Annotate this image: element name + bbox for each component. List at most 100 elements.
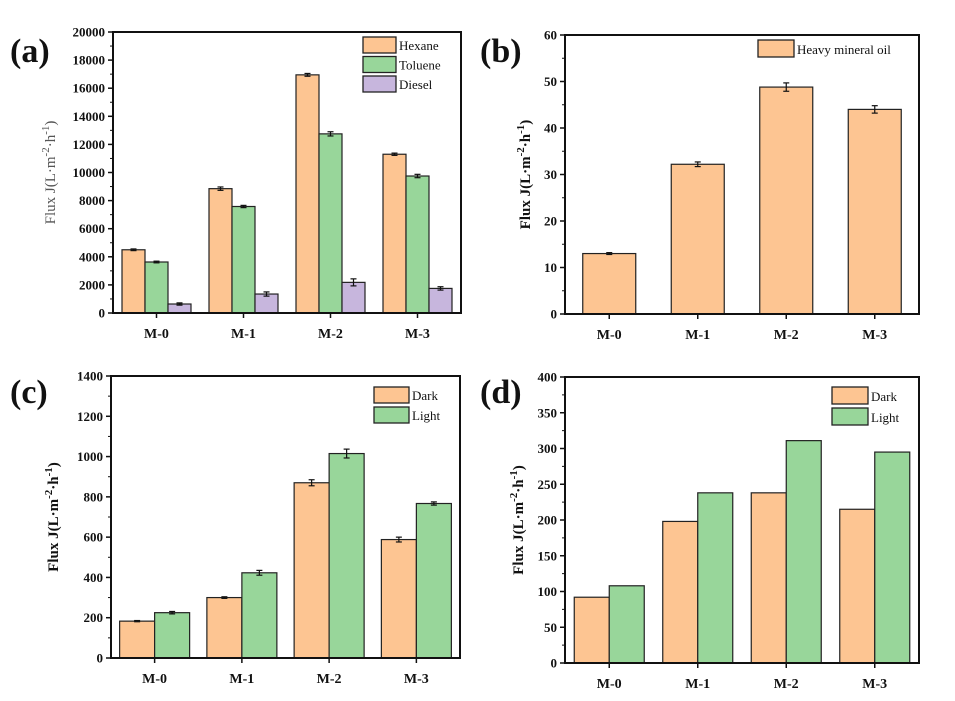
y-tick-label: 300: [538, 441, 558, 456]
legend-label: Diesel: [399, 77, 433, 92]
bar-dark-m-1: [206, 596, 243, 659]
error-bar: [134, 619, 141, 623]
y-tick-label: 40: [544, 121, 557, 136]
y-tick-label: 1400: [77, 369, 103, 384]
error-bar: [783, 82, 790, 92]
y-axis-label: Flux J(L·m-2·h-1): [40, 121, 59, 225]
panel-label: (b): [480, 33, 522, 70]
y-tick-label: 800: [84, 489, 104, 504]
bar-hexane-m-3: [382, 153, 407, 314]
error-bar: [694, 161, 701, 168]
x-tick-label: M-1: [685, 677, 710, 692]
panel-label: (c): [10, 374, 48, 411]
y-tick-label: 2000: [79, 277, 105, 292]
legend-swatch-light: [373, 406, 410, 424]
legend-label: Hexane: [399, 38, 439, 53]
legend-swatch-toluene: [362, 55, 397, 74]
y-axis: 0 10 20 30 40 50 60: [544, 28, 565, 322]
error-bar: [395, 536, 402, 543]
legend-label: Light: [871, 410, 900, 425]
chart-panel-b: (b) 0 10 20 30 40 50 60 M-0 M-1 M-2 M-3 Flux J(L·m-2…: [480, 28, 920, 343]
x-tick-label: M-3: [862, 677, 887, 692]
x-axis: M-0 M-1 M-2 M-3: [597, 663, 887, 692]
y-tick-label: 30: [544, 167, 557, 182]
y-tick-label: 50: [544, 74, 557, 89]
y-tick-label: 16000: [73, 81, 106, 96]
y-tick-label: 400: [84, 570, 104, 585]
bar-dark-m-1: [662, 520, 699, 664]
x-tick-label: M-0: [597, 677, 622, 692]
bar-toluene-m-1: [231, 205, 256, 314]
legend-label: Dark: [871, 389, 897, 404]
bar-light-m-2: [328, 452, 365, 659]
error-bar: [391, 152, 398, 156]
error-bar: [343, 448, 350, 459]
y-tick-label: 350: [538, 405, 558, 420]
bar-diesel-m-3: [428, 287, 453, 314]
error-bar: [350, 278, 357, 287]
bar-light-m-3: [415, 502, 452, 659]
y-axis-label: Flux J(L·m-2·h-1): [508, 465, 527, 575]
x-tick-label: M-0: [144, 327, 169, 342]
bar-dark-m-2: [750, 492, 787, 664]
error-bar: [240, 204, 247, 209]
bar-dark-m-0: [573, 596, 610, 664]
bar-toluene-m-3: [405, 175, 430, 314]
y-tick-label: 150: [538, 548, 558, 563]
y-axis: 0 2000 4000 6000 8000 10000 12000 14000 16000 180…: [73, 25, 113, 321]
x-axis: M-0 M-1 M-2 M-3: [142, 658, 429, 687]
error-bar: [871, 105, 878, 114]
y-tick-label: 200: [538, 513, 558, 528]
x-tick-label: M-3: [405, 327, 430, 342]
y-tick-label: 1000: [77, 449, 103, 464]
y-tick-label: 0: [97, 651, 104, 666]
error-bar: [304, 72, 311, 77]
bar-light-m-2: [785, 440, 822, 664]
y-axis-label: Flux J(L·m-2·h-1): [43, 462, 62, 572]
panel-label: (d): [480, 374, 522, 411]
x-tick-label: M-0: [597, 328, 622, 343]
y-tick-label: 20: [544, 214, 557, 229]
y-tick-label: 18000: [73, 53, 106, 68]
legend-label: Heavy mineral oil: [797, 42, 891, 57]
bar-heavy-mineral-oil-m-3: [847, 108, 902, 315]
y-axis: 0 50 100 150 200 250 300 350 400: [538, 370, 565, 671]
chart-panel-d: (d) 0 50 100 150 200 250 300 350 400 M-0 M-1 M-2 M-3 F…: [480, 370, 920, 692]
bar-hexane-m-2: [295, 74, 320, 314]
bar-heavy-mineral-oil-m-1: [670, 163, 725, 315]
bar-dark-m-3: [380, 538, 417, 659]
y-tick-label: 12000: [73, 137, 106, 152]
x-axis: M-0 M-1 M-2 M-3: [597, 314, 887, 343]
legend-label: Light: [412, 408, 441, 423]
error-bar: [217, 186, 224, 191]
bar-toluene-m-2: [318, 133, 343, 314]
y-tick-label: 0: [99, 306, 106, 321]
x-tick-label: M-2: [318, 327, 343, 342]
bar-dark-m-2: [293, 482, 330, 659]
x-tick-label: M-2: [774, 677, 799, 692]
error-bar: [308, 479, 315, 487]
y-tick-label: 100: [538, 584, 558, 599]
x-tick-label: M-2: [774, 328, 799, 343]
y-axis: 0 200 400 600 800 1000 1200 1400: [77, 369, 111, 666]
bar-light-m-0: [154, 612, 191, 659]
y-tick-label: 10000: [73, 165, 106, 180]
bar-diesel-m-2: [341, 281, 366, 314]
bar-heavy-mineral-oil-m-0: [582, 252, 637, 315]
y-tick-label: 0: [551, 307, 558, 322]
x-tick-label: M-3: [862, 328, 887, 343]
error-bar: [130, 248, 137, 252]
bar-hexane-m-1: [208, 188, 233, 314]
chart-panel-c: (c) 0 200 400 600 800 1000 1200 1400 M-0 M-1 M-2 M-3…: [10, 369, 461, 687]
error-bar: [256, 569, 263, 576]
x-tick-label: M-1: [685, 328, 710, 343]
legend: Hexane Toluene Diesel: [362, 36, 441, 93]
error-bar: [414, 173, 421, 179]
y-tick-label: 10: [544, 260, 557, 275]
error-bar: [153, 260, 160, 264]
legend-swatch-dark: [373, 386, 410, 404]
legend-swatch-heavy-mineral-oil: [757, 39, 795, 58]
error-bar: [221, 596, 228, 599]
x-axis: M-0 M-1 M-2 M-3: [144, 313, 430, 342]
